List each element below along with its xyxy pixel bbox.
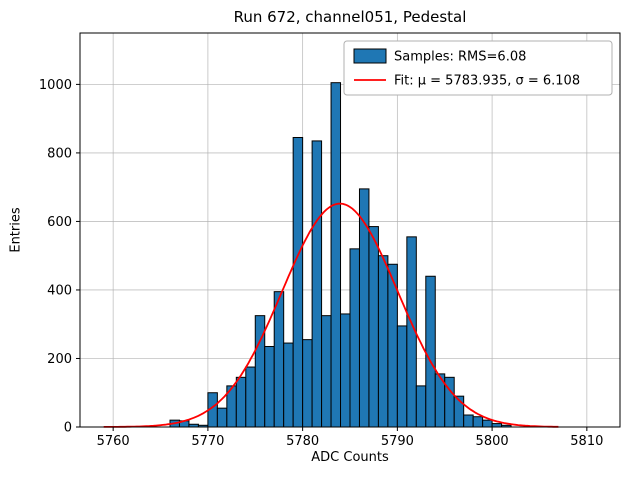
histogram-bar — [377, 255, 389, 428]
fit-curve — [103, 202, 559, 428]
histogram-bar — [482, 419, 493, 428]
legend-box — [343, 40, 613, 96]
histogram-bar — [311, 140, 323, 428]
histogram-bar — [273, 291, 285, 428]
histogram-bar — [321, 315, 332, 428]
x-tick-label: 5790 — [381, 434, 414, 449]
histogram-bar — [415, 385, 427, 428]
histogram-bar — [283, 342, 294, 428]
histogram-bar — [425, 275, 436, 428]
histogram-bar — [396, 325, 408, 428]
y-tick-label: 200 — [47, 352, 72, 367]
histogram-bar — [216, 407, 228, 428]
histogram-bar — [292, 136, 304, 428]
x-tick-label: 5760 — [97, 434, 130, 449]
histogram-bar — [463, 414, 474, 428]
chart-title: Run 672, channel051, Pedestal — [233, 8, 467, 26]
histogram-bar — [491, 423, 503, 428]
histogram-bar — [349, 248, 360, 428]
y-tick-label: 600 — [47, 215, 72, 230]
histogram-bar — [264, 345, 275, 428]
y-axis-label: Entries — [8, 207, 24, 253]
legend-fit-label: Fit: μ = 5783.935, σ = 6.108 — [394, 74, 580, 89]
histogram-bar — [340, 313, 351, 428]
legend-samples-patch — [353, 48, 387, 64]
x-tick-label: 5780 — [286, 434, 319, 449]
x-tick-label: 5810 — [570, 434, 603, 449]
histogram-bar — [302, 339, 313, 428]
histogram-bar — [368, 226, 379, 428]
legend-samples-label: Samples: RMS=6.08 — [394, 50, 526, 65]
x-tick-label: 5770 — [191, 434, 224, 449]
y-tick-label: 400 — [47, 283, 72, 298]
y-tick-label: 0 — [64, 421, 72, 436]
histogram-bar — [235, 376, 247, 428]
x-axis-label: ADC Counts — [311, 450, 389, 465]
histogram-bar — [472, 416, 484, 428]
x-tick-label: 5800 — [476, 434, 509, 449]
y-tick-label: 800 — [47, 146, 72, 161]
histogram-bar — [330, 82, 342, 428]
histogram-bar — [358, 188, 370, 428]
plot-border — [79, 32, 621, 428]
histogram-bar — [245, 366, 256, 428]
y-tick-label: 1000 — [39, 78, 72, 93]
